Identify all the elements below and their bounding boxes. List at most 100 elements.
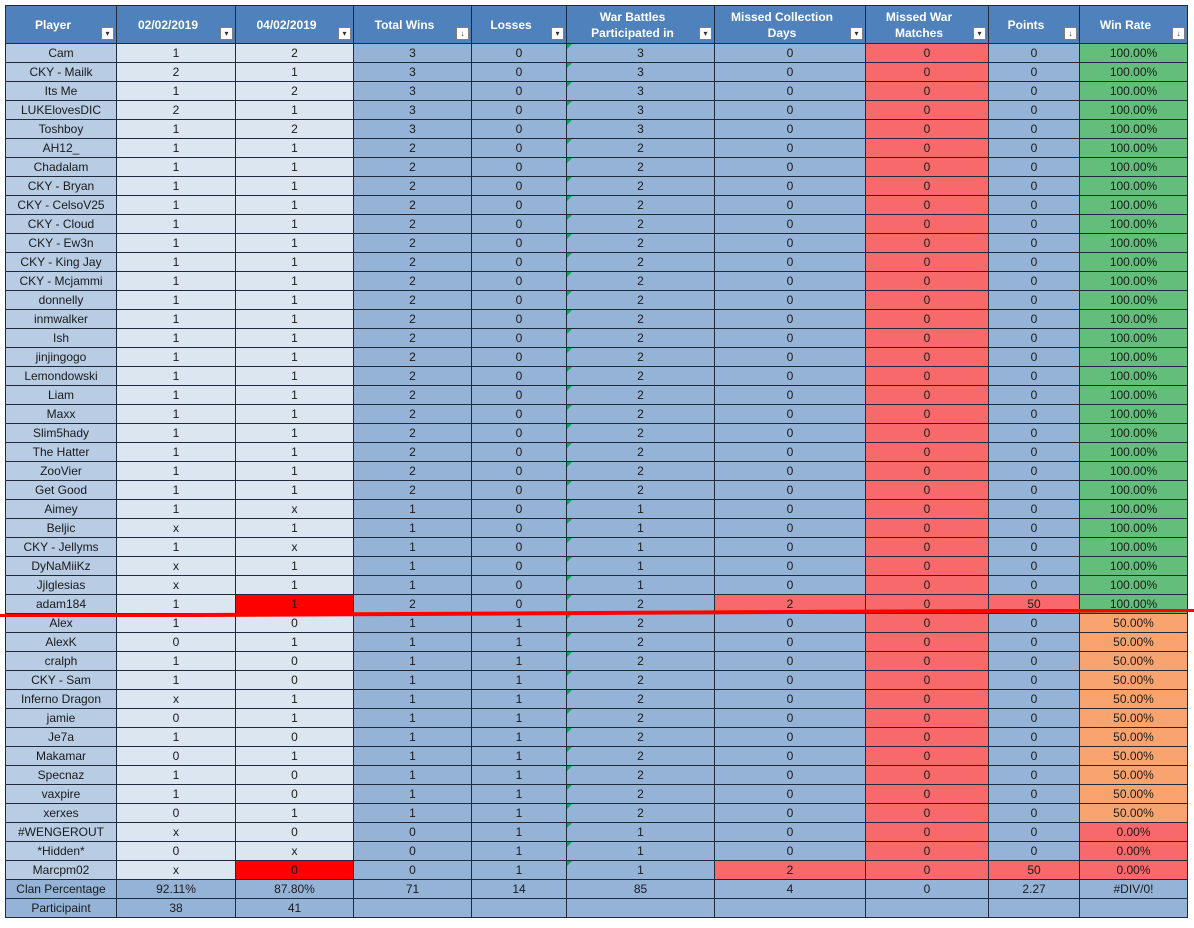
date2-cell[interactable]: 1 xyxy=(235,328,354,348)
date1-cell[interactable]: 2 xyxy=(116,62,236,82)
filter-dropdown-icon[interactable]: ▾ xyxy=(101,27,114,40)
points-cell[interactable]: 0 xyxy=(988,176,1080,196)
player-cell[interactable]: adam184 xyxy=(5,594,117,614)
wins-cell[interactable]: 2 xyxy=(353,157,472,177)
player-cell[interactable]: Cam xyxy=(5,43,117,63)
footer-cell[interactable] xyxy=(714,898,866,918)
wins-cell[interactable]: 2 xyxy=(353,195,472,215)
losses-cell[interactable]: 0 xyxy=(471,157,567,177)
player-cell[interactable]: CKY - Sam xyxy=(5,670,117,690)
date2-cell[interactable]: 0 xyxy=(235,822,354,842)
losses-cell[interactable]: 0 xyxy=(471,252,567,272)
missed-war-cell[interactable]: 0 xyxy=(865,62,989,82)
win-rate-cell[interactable]: 100.00% xyxy=(1079,575,1188,595)
missed-war-cell[interactable]: 0 xyxy=(865,860,989,880)
date1-cell[interactable]: 1 xyxy=(116,271,236,291)
missed-war-cell[interactable]: 0 xyxy=(865,385,989,405)
losses-cell[interactable]: 0 xyxy=(471,347,567,367)
win-rate-cell[interactable]: 100.00% xyxy=(1079,271,1188,291)
losses-cell[interactable]: 1 xyxy=(471,746,567,766)
date2-cell[interactable]: 1 xyxy=(235,290,354,310)
player-cell[interactable]: Chadalam xyxy=(5,157,117,177)
losses-cell[interactable]: 0 xyxy=(471,309,567,329)
losses-cell[interactable]: 0 xyxy=(471,328,567,348)
losses-cell[interactable]: 0 xyxy=(471,100,567,120)
collection-cell[interactable]: 0 xyxy=(714,765,866,785)
points-cell[interactable]: 0 xyxy=(988,518,1080,538)
wars-cell[interactable]: 2 xyxy=(566,214,715,234)
wins-cell[interactable]: 1 xyxy=(353,708,472,728)
date1-cell[interactable]: 1 xyxy=(116,347,236,367)
footer-cell[interactable] xyxy=(471,898,567,918)
win-rate-cell[interactable]: 100.00% xyxy=(1079,480,1188,500)
header-missed-collection[interactable]: Missed Collection Days ▾ xyxy=(714,5,866,44)
header-win-rate[interactable]: Win Rate ↓ xyxy=(1079,5,1188,44)
wars-cell[interactable]: 2 xyxy=(566,271,715,291)
losses-cell[interactable]: 0 xyxy=(471,195,567,215)
win-rate-cell[interactable]: 100.00% xyxy=(1079,499,1188,519)
missed-war-cell[interactable]: 0 xyxy=(865,765,989,785)
footer-cell[interactable] xyxy=(1079,898,1188,918)
win-rate-cell[interactable]: 0.00% xyxy=(1079,822,1188,842)
date2-cell[interactable]: 2 xyxy=(235,43,354,63)
date2-cell[interactable]: 0 xyxy=(235,670,354,690)
wins-cell[interactable]: 1 xyxy=(353,803,472,823)
wars-cell[interactable]: 2 xyxy=(566,309,715,329)
header-date-2[interactable]: 04/02/2019 ▾ xyxy=(235,5,354,44)
date2-cell[interactable]: 1 xyxy=(235,195,354,215)
missed-war-cell[interactable]: 0 xyxy=(865,841,989,861)
win-rate-cell[interactable]: 50.00% xyxy=(1079,746,1188,766)
missed-war-cell[interactable]: 0 xyxy=(865,271,989,291)
date1-cell[interactable]: 0 xyxy=(116,841,236,861)
wars-cell[interactable]: 2 xyxy=(566,670,715,690)
date2-cell[interactable]: 1 xyxy=(235,233,354,253)
missed-war-cell[interactable]: 0 xyxy=(865,499,989,519)
wars-cell[interactable]: 1 xyxy=(566,575,715,595)
wars-cell[interactable]: 2 xyxy=(566,632,715,652)
date2-cell[interactable]: 1 xyxy=(235,423,354,443)
collection-cell[interactable]: 0 xyxy=(714,157,866,177)
wins-cell[interactable]: 2 xyxy=(353,347,472,367)
player-cell[interactable]: inmwalker xyxy=(5,309,117,329)
missed-war-cell[interactable]: 0 xyxy=(865,233,989,253)
win-rate-cell[interactable]: 50.00% xyxy=(1079,670,1188,690)
collection-cell[interactable]: 0 xyxy=(714,271,866,291)
collection-cell[interactable]: 0 xyxy=(714,423,866,443)
win-rate-cell[interactable]: 100.00% xyxy=(1079,233,1188,253)
wins-cell[interactable]: 1 xyxy=(353,727,472,747)
win-rate-cell[interactable]: 100.00% xyxy=(1079,404,1188,424)
missed-war-cell[interactable]: 0 xyxy=(865,803,989,823)
missed-war-cell[interactable]: 0 xyxy=(865,81,989,101)
win-rate-cell[interactable]: 50.00% xyxy=(1079,632,1188,652)
date2-cell[interactable]: 0 xyxy=(235,765,354,785)
points-cell[interactable]: 0 xyxy=(988,271,1080,291)
missed-war-cell[interactable]: 0 xyxy=(865,537,989,557)
wars-cell[interactable]: 2 xyxy=(566,347,715,367)
win-rate-cell[interactable]: 50.00% xyxy=(1079,689,1188,709)
points-cell[interactable]: 0 xyxy=(988,822,1080,842)
date2-cell[interactable]: 2 xyxy=(235,119,354,139)
missed-war-cell[interactable]: 0 xyxy=(865,670,989,690)
win-rate-cell[interactable]: 100.00% xyxy=(1079,366,1188,386)
date1-cell[interactable]: 1 xyxy=(116,423,236,443)
wins-cell[interactable]: 1 xyxy=(353,651,472,671)
player-cell[interactable]: *Hidden* xyxy=(5,841,117,861)
losses-cell[interactable]: 0 xyxy=(471,233,567,253)
points-cell[interactable]: 50 xyxy=(988,860,1080,880)
points-cell[interactable]: 0 xyxy=(988,328,1080,348)
points-cell[interactable]: 0 xyxy=(988,157,1080,177)
footer-cell[interactable] xyxy=(353,898,472,918)
wins-cell[interactable]: 2 xyxy=(353,309,472,329)
date1-cell[interactable]: 1 xyxy=(116,214,236,234)
date1-cell[interactable]: 1 xyxy=(116,176,236,196)
collection-cell[interactable]: 0 xyxy=(714,480,866,500)
player-cell[interactable]: #WENGEROUT xyxy=(5,822,117,842)
wins-cell[interactable]: 2 xyxy=(353,385,472,405)
wars-cell[interactable]: 2 xyxy=(566,366,715,386)
wins-cell[interactable]: 2 xyxy=(353,271,472,291)
footer-cell[interactable]: 92.11% xyxy=(116,879,236,899)
collection-cell[interactable]: 0 xyxy=(714,119,866,139)
header-missed-war[interactable]: Missed War Matches ▾ xyxy=(865,5,989,44)
wars-cell[interactable]: 1 xyxy=(566,556,715,576)
wars-cell[interactable]: 1 xyxy=(566,499,715,519)
